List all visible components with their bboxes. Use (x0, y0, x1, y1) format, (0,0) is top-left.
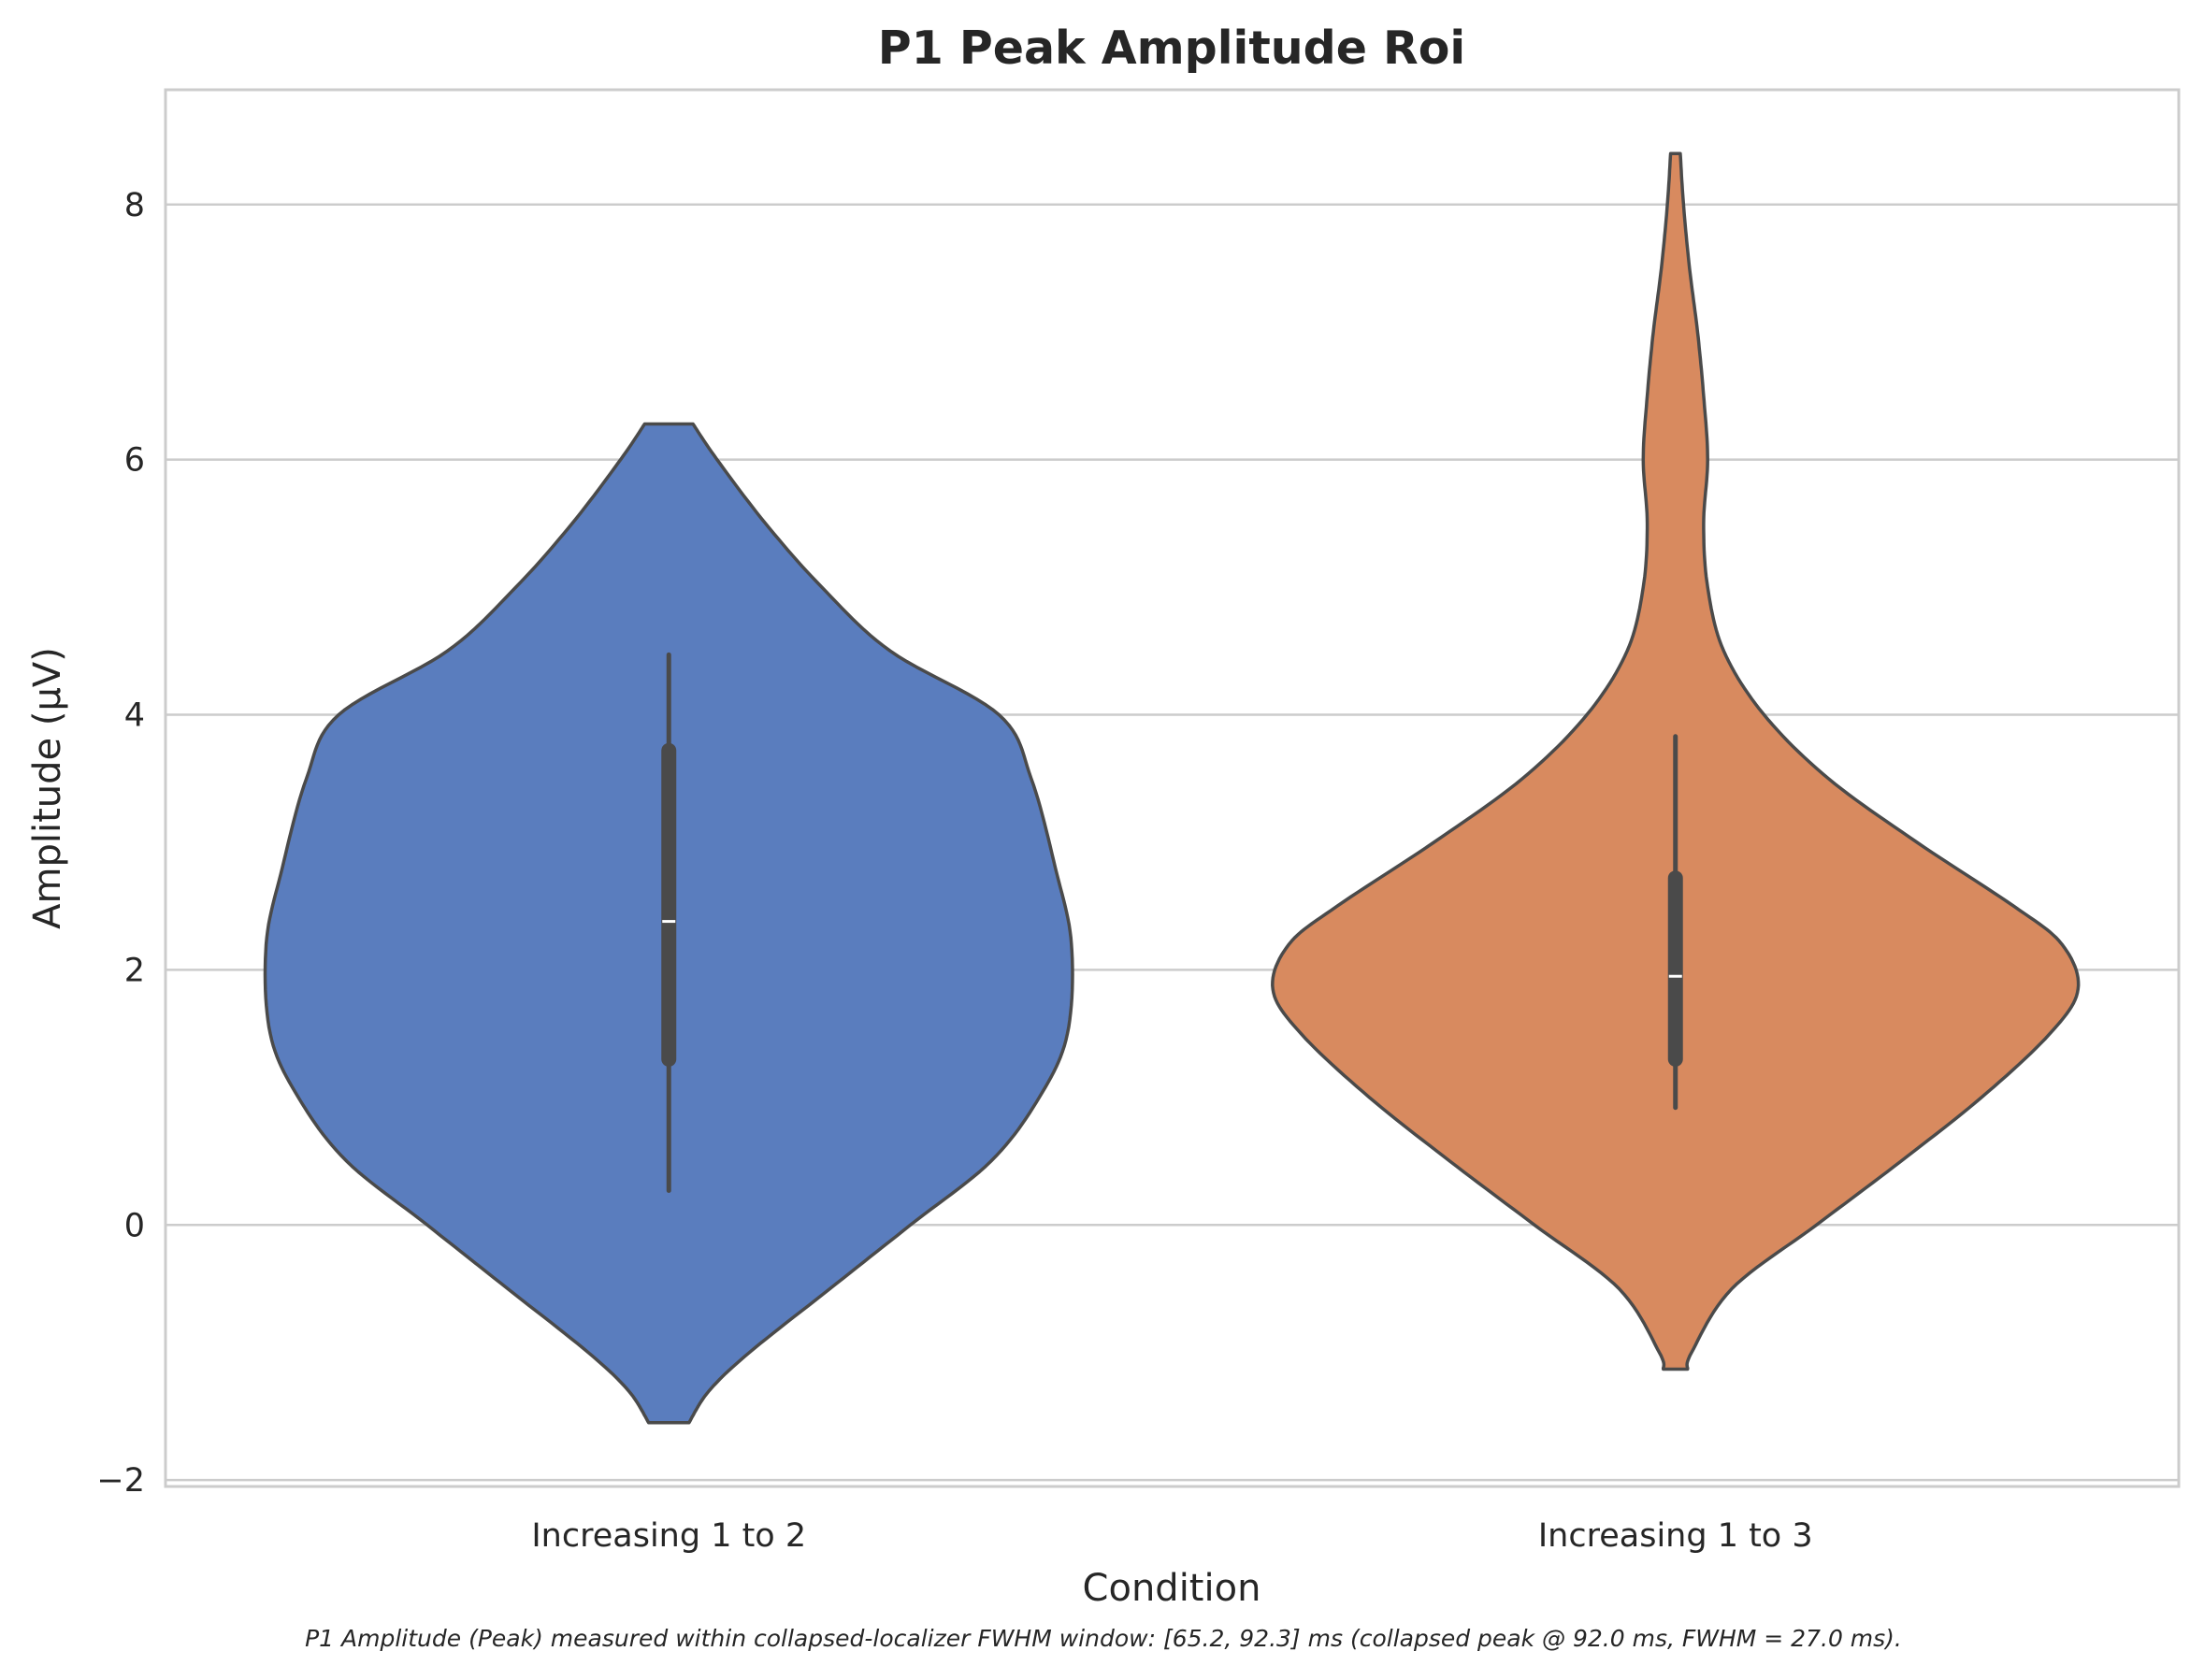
x-tick-label: Increasing 1 to 2 (531, 1517, 806, 1555)
chart-title: P1 Peak Amplitude Roi (878, 22, 1465, 75)
y-tick-label: −2 (96, 1462, 145, 1500)
y-tick-label: 2 (124, 952, 145, 989)
y-tick-label: 0 (124, 1207, 145, 1244)
plot-frame (164, 88, 2181, 1488)
y-tick-label: 8 (124, 187, 145, 224)
y-tick-label: 4 (124, 697, 145, 735)
x-axis-label: Condition (1083, 1567, 1261, 1610)
violin-layer (263, 151, 2081, 1425)
chart-caption: P1 Amplitude (Peak) measured within coll… (305, 1625, 1902, 1652)
y-axis-label: Amplitude (µV) (26, 647, 69, 929)
x-tick-labels: Increasing 1 to 2 Increasing 1 to 3 (531, 1517, 1812, 1555)
x-tick-label: Increasing 1 to 3 (1538, 1517, 1813, 1555)
y-tick-labels: −2 0 2 4 6 8 (96, 187, 145, 1500)
y-tick-label: 6 (124, 442, 145, 480)
